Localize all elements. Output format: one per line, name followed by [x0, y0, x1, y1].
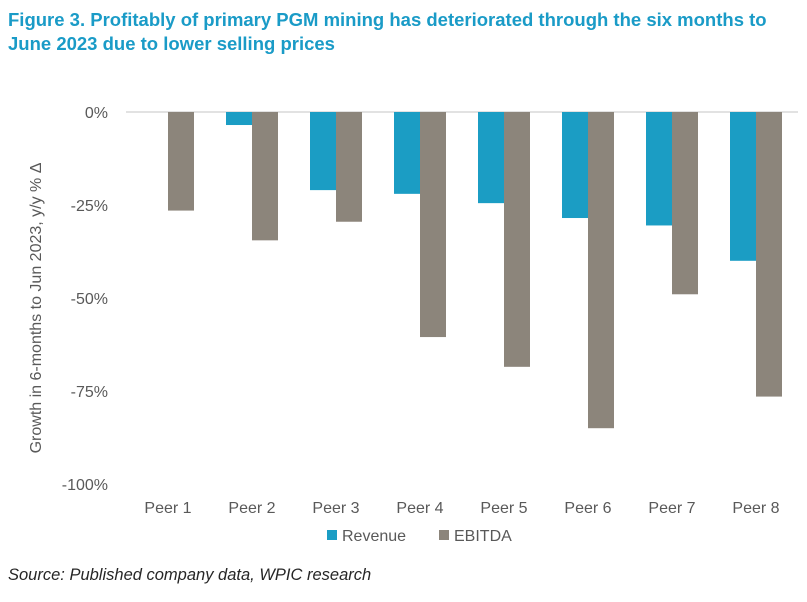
ebitda-bar	[504, 112, 530, 367]
source-note: Source: Published company data, WPIC res…	[8, 566, 372, 584]
ebitda-bar	[672, 112, 698, 295]
revenue-bar	[478, 112, 504, 204]
legend-swatch-ebitda	[439, 530, 449, 540]
revenue-bar	[394, 112, 420, 194]
legend-label-revenue: Revenue	[342, 528, 406, 545]
category-label: Peer 1	[144, 500, 191, 517]
category-label: Peer 3	[312, 500, 359, 517]
category-label: Peer 5	[480, 500, 527, 517]
y-tick-label: -100%	[62, 477, 108, 494]
category-label: Peer 2	[228, 500, 275, 517]
ebitda-bar	[420, 112, 446, 338]
legend-label-ebitda: EBITDA	[454, 528, 512, 545]
figure-title: Figure 3. Profitably of primary PGM mini…	[8, 9, 767, 54]
legend-swatch-revenue	[327, 530, 337, 540]
ebitda-bar	[588, 112, 614, 429]
y-tick-label: -25%	[71, 198, 108, 215]
category-label: Peer 7	[648, 500, 695, 517]
ebitda-bar	[252, 112, 278, 241]
revenue-bar	[310, 112, 336, 191]
category-label: Peer 6	[564, 500, 611, 517]
revenue-bar	[730, 112, 756, 261]
y-tick-label: -50%	[71, 291, 108, 308]
ebitda-bar	[336, 112, 362, 222]
revenue-bar	[646, 112, 672, 226]
y-tick-label: -75%	[71, 384, 108, 401]
ebitda-bar	[756, 112, 782, 397]
ebitda-bar	[168, 112, 194, 211]
revenue-bar	[226, 112, 252, 126]
category-label: Peer 8	[732, 500, 779, 517]
revenue-bar	[562, 112, 588, 219]
y-axis-label: Growth in 6-months to Jun 2023, y/y % Δ	[28, 162, 45, 453]
y-tick-label: 0%	[85, 105, 108, 122]
category-label: Peer 4	[396, 500, 443, 517]
